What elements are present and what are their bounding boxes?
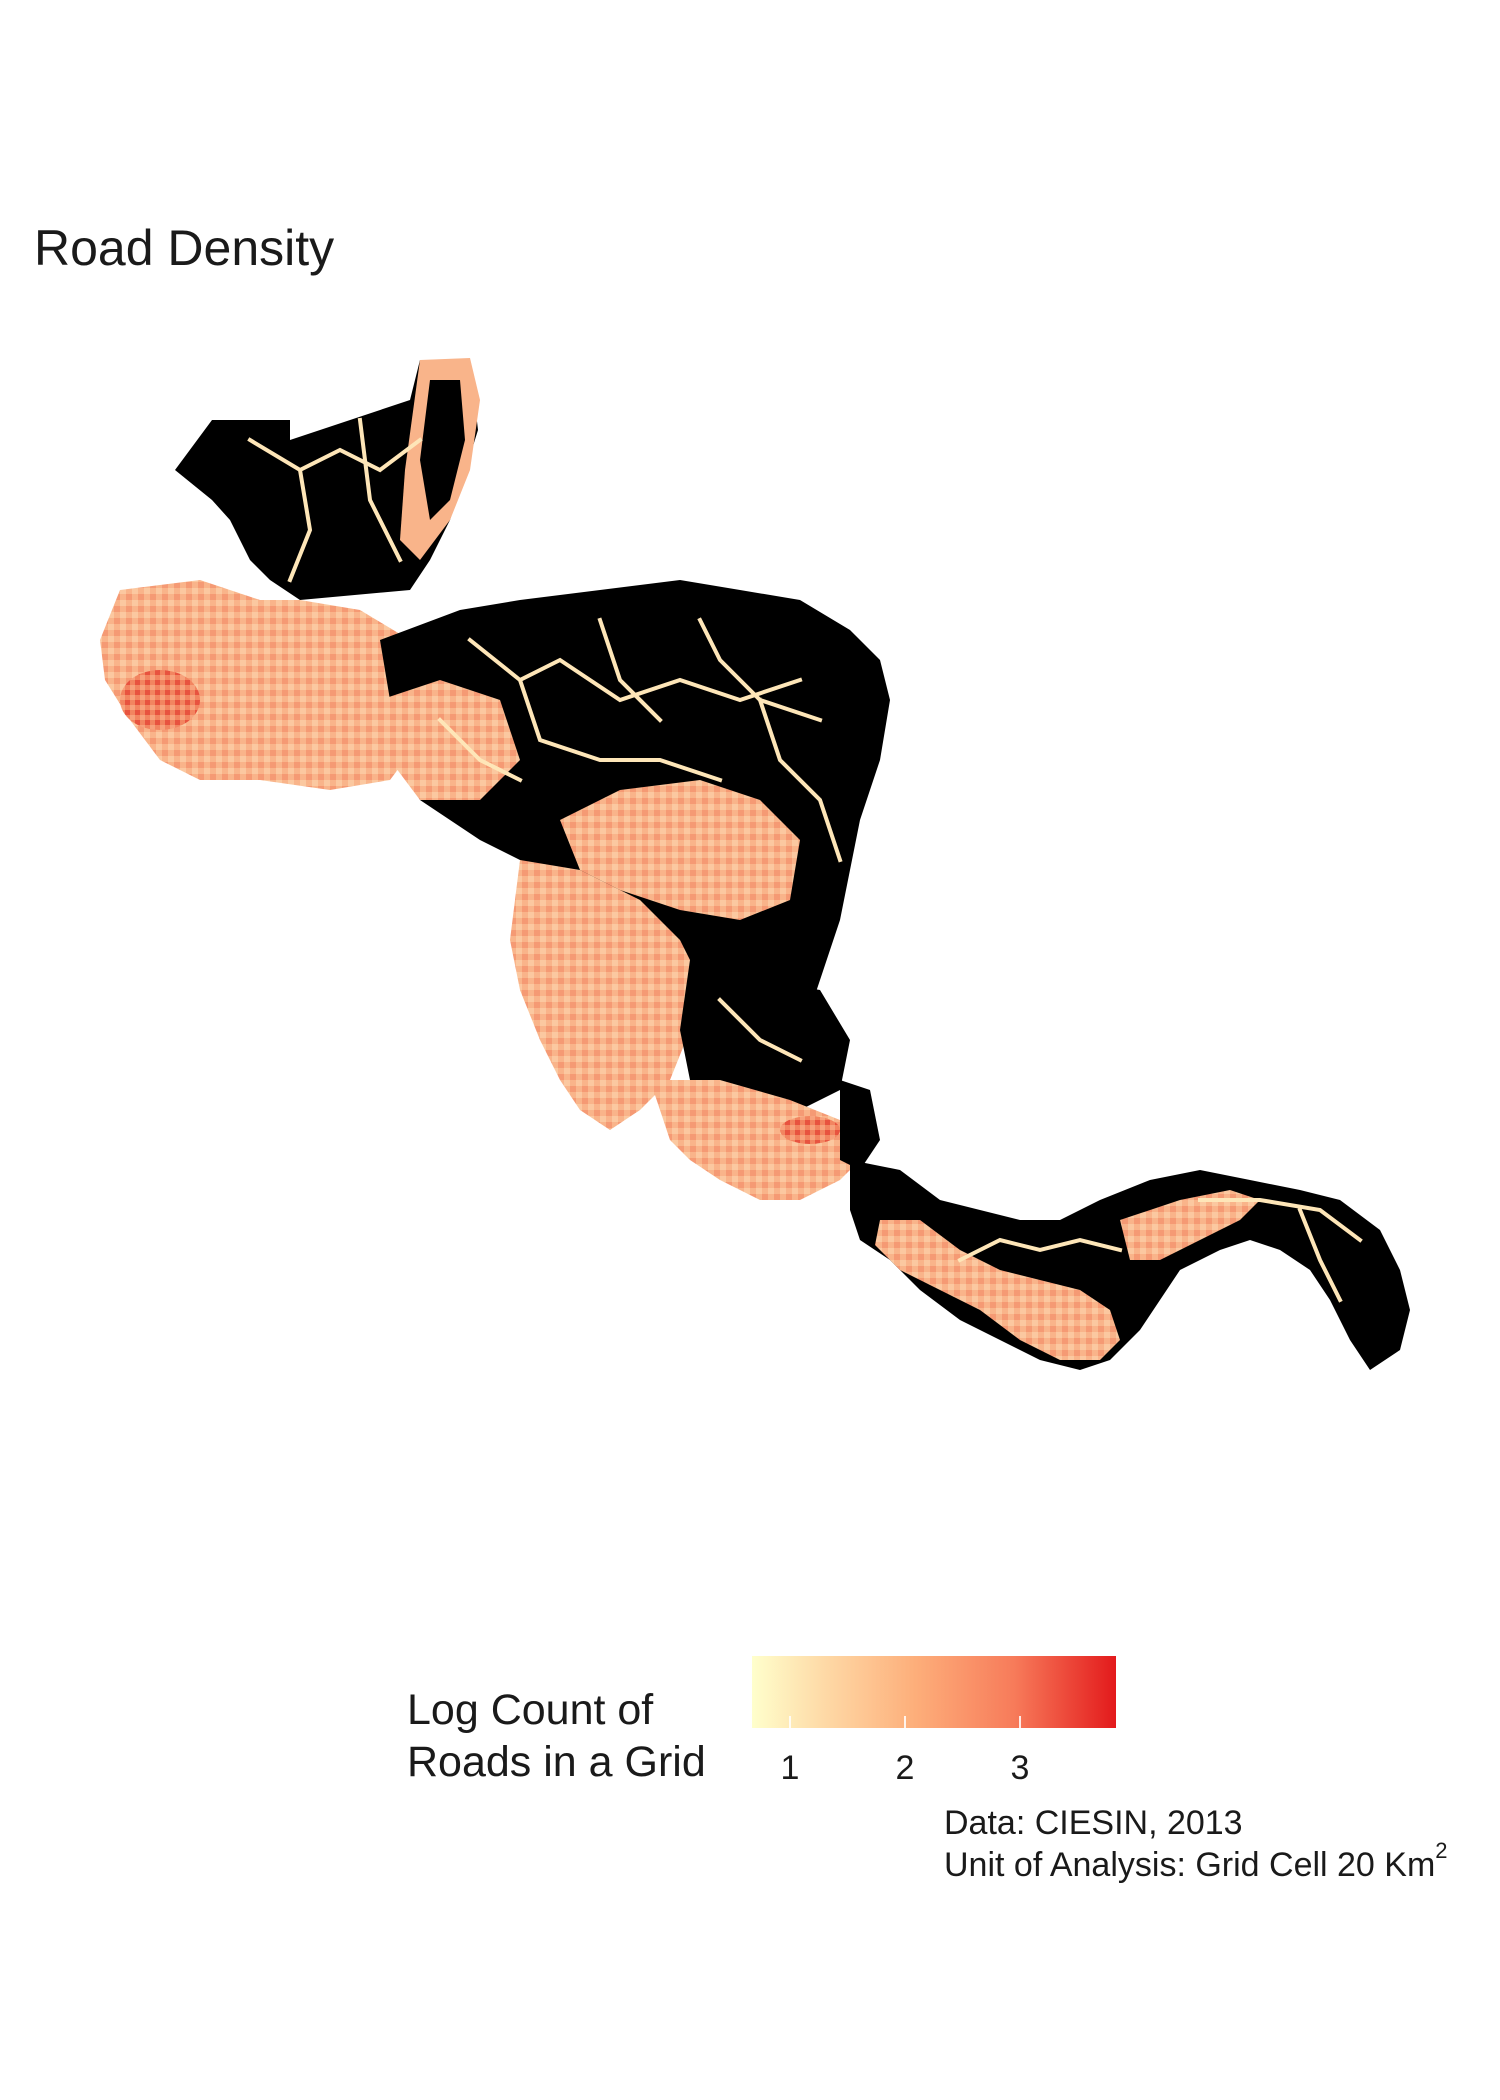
land-region-panama [850, 1160, 1410, 1370]
caption-unit-superscript: 2 [1435, 1837, 1448, 1863]
legend-tick-label-3: 3 [1010, 1749, 1030, 1787]
land-region-guatemala-south [100, 580, 440, 790]
map-title: Road Density [34, 220, 335, 276]
legend-title: Log Count of Roads in a Grid [407, 1684, 706, 1788]
caption-unit-text: Unit of Analysis: Grid Cell 20 Km [944, 1846, 1436, 1884]
legend-tick-label-2: 2 [895, 1749, 915, 1787]
legend-title-line2: Roads in a Grid [407, 1738, 706, 1786]
legend-colorbar [752, 1656, 1116, 1728]
legend-tick-mark-3 [1019, 1716, 1021, 1728]
road-network [247, 417, 1363, 1303]
land-region-belize [400, 358, 480, 560]
legend-tick-mark-2 [904, 1716, 906, 1728]
land-region-honduras [380, 580, 890, 1040]
caption-unit-of-analysis: Unit of Analysis: Grid Cell 20 Km2 [944, 1839, 1448, 1886]
caption-data-source: Data: CIESIN, 2013 [944, 1804, 1243, 1842]
land-region-costa-rica [650, 1080, 880, 1200]
source-caption: Data: CIESIN, 2013 Unit of Analysis: Gri… [944, 1802, 1448, 1886]
legend-title-line1: Log Count of [407, 1686, 654, 1734]
legend-tick-label-1: 1 [780, 1749, 800, 1787]
legend-tick-mark-1 [789, 1716, 791, 1728]
